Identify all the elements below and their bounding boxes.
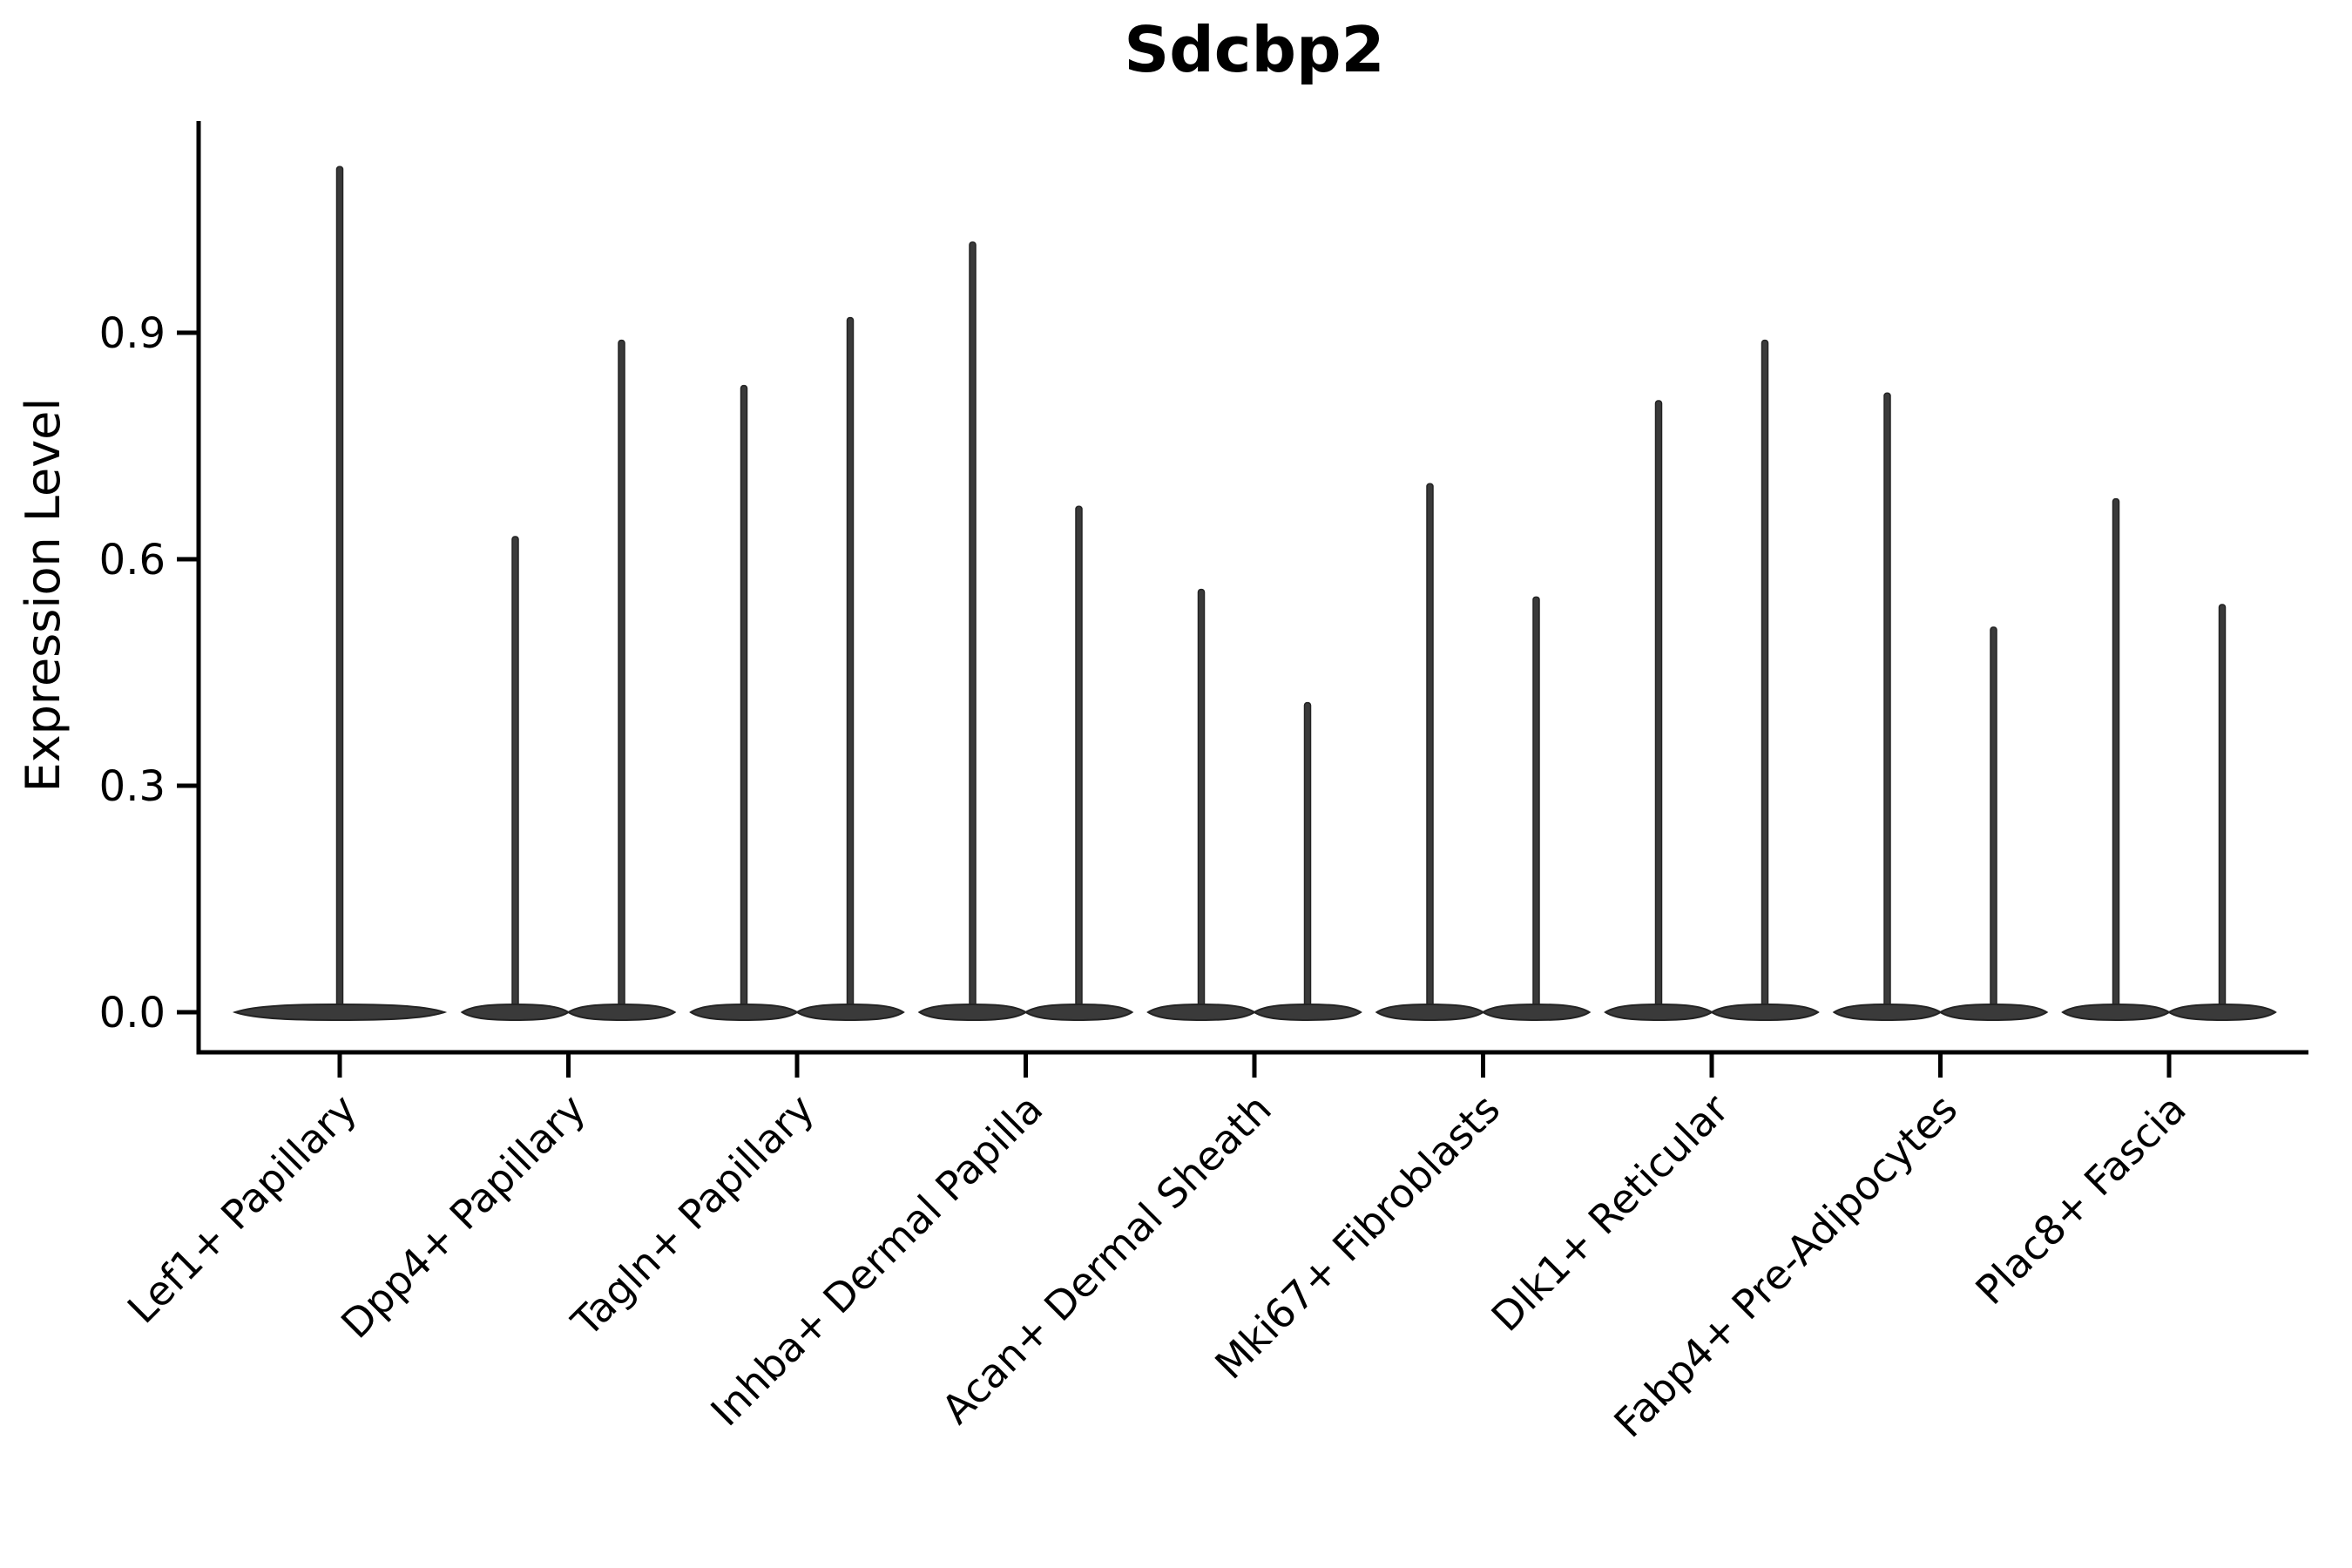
violin [1710, 339, 1820, 1022]
y-tick-mark [177, 330, 199, 335]
violin-body [2061, 1003, 2171, 1022]
violins [232, 166, 2277, 1022]
violin [232, 166, 448, 1022]
x-tick-mark [1938, 1054, 1943, 1078]
y-tick-label: 0.6 [99, 536, 166, 585]
violin [1146, 588, 1256, 1022]
violin-body [1375, 1003, 1485, 1022]
violin [1375, 483, 1485, 1022]
y-axis-label: Expression Level [16, 398, 71, 793]
violin [795, 316, 905, 1022]
violin [1938, 626, 2049, 1022]
violin [1832, 392, 1943, 1022]
violin [2167, 604, 2277, 1022]
violin-body [1024, 1003, 1134, 1022]
violin [689, 384, 799, 1022]
violin-body [566, 1003, 677, 1022]
violin-spike [1426, 483, 1434, 1008]
violin-spike [740, 384, 748, 1008]
violin [460, 536, 571, 1022]
x-tick-mark [566, 1054, 571, 1078]
violin-spike [2112, 497, 2120, 1008]
x-axis-line [196, 1050, 2308, 1055]
violin [1024, 505, 1134, 1022]
violin-body [795, 1003, 905, 1022]
x-tick-label: Lef1+ Papillary [118, 1085, 366, 1333]
violin-spike [1197, 588, 1206, 1008]
x-tick-label: Tagln+ Papillary [562, 1085, 823, 1347]
x-tick-mark [1252, 1054, 1257, 1078]
violin-body [1604, 1003, 1713, 1022]
violin-body [1938, 1003, 2049, 1022]
violin [1253, 701, 1362, 1022]
violin-spike [969, 241, 977, 1008]
chart-title: Sdcbp2 [1124, 13, 1384, 86]
y-tick-label: 0.9 [99, 309, 166, 358]
x-tick-mark [2166, 1054, 2172, 1078]
violin [1481, 596, 1592, 1022]
violin-spike [1075, 505, 1083, 1008]
violin-body [460, 1003, 571, 1022]
violin [917, 241, 1028, 1022]
y-axis-ticks: 0.0 0.3 0.6 0.9 [99, 309, 199, 1037]
violin-body [689, 1003, 799, 1022]
y-tick-mark [177, 783, 199, 788]
x-tick-mark [1709, 1054, 1714, 1078]
violin-body [1710, 1003, 1820, 1022]
x-tick-label: Dlk1+ Reticular [1483, 1085, 1738, 1341]
violin-spike [1990, 626, 1997, 1008]
violin-body [2167, 1003, 2277, 1022]
violin-spike [618, 339, 625, 1008]
violin [1604, 400, 1713, 1022]
violin-spike [846, 316, 855, 1008]
violin-body [1481, 1003, 1592, 1022]
violin-spike [511, 536, 519, 1008]
x-tick-mark [1481, 1054, 1485, 1078]
violin-spike [1883, 392, 1891, 1008]
violin [2061, 497, 2171, 1022]
violin-spike [335, 166, 344, 1008]
violin-spike [1532, 596, 1540, 1008]
x-tick-mark [794, 1054, 800, 1078]
x-tick-label: Dpp4+ Papillary [332, 1085, 594, 1348]
violin-body [917, 1003, 1028, 1022]
violin-body [1253, 1003, 1362, 1022]
x-tick-mark [1024, 1054, 1028, 1078]
x-tick-mark [337, 1054, 342, 1078]
violin-spike [2218, 604, 2227, 1008]
violin-body [1146, 1003, 1256, 1022]
y-tick-mark [177, 557, 199, 562]
x-tick-label: Plac8+ Fascia [1966, 1085, 2194, 1314]
y-tick-label: 0.0 [99, 989, 166, 1037]
y-axis-line [196, 121, 201, 1055]
violin-spike [1654, 400, 1663, 1008]
violin [566, 339, 677, 1022]
violin-body [232, 1003, 448, 1022]
violin-body [1832, 1003, 1943, 1022]
y-tick-label: 0.3 [99, 762, 166, 811]
y-tick-mark [177, 1010, 199, 1015]
violin-spike [1303, 701, 1312, 1008]
violin-spike [1761, 339, 1769, 1008]
